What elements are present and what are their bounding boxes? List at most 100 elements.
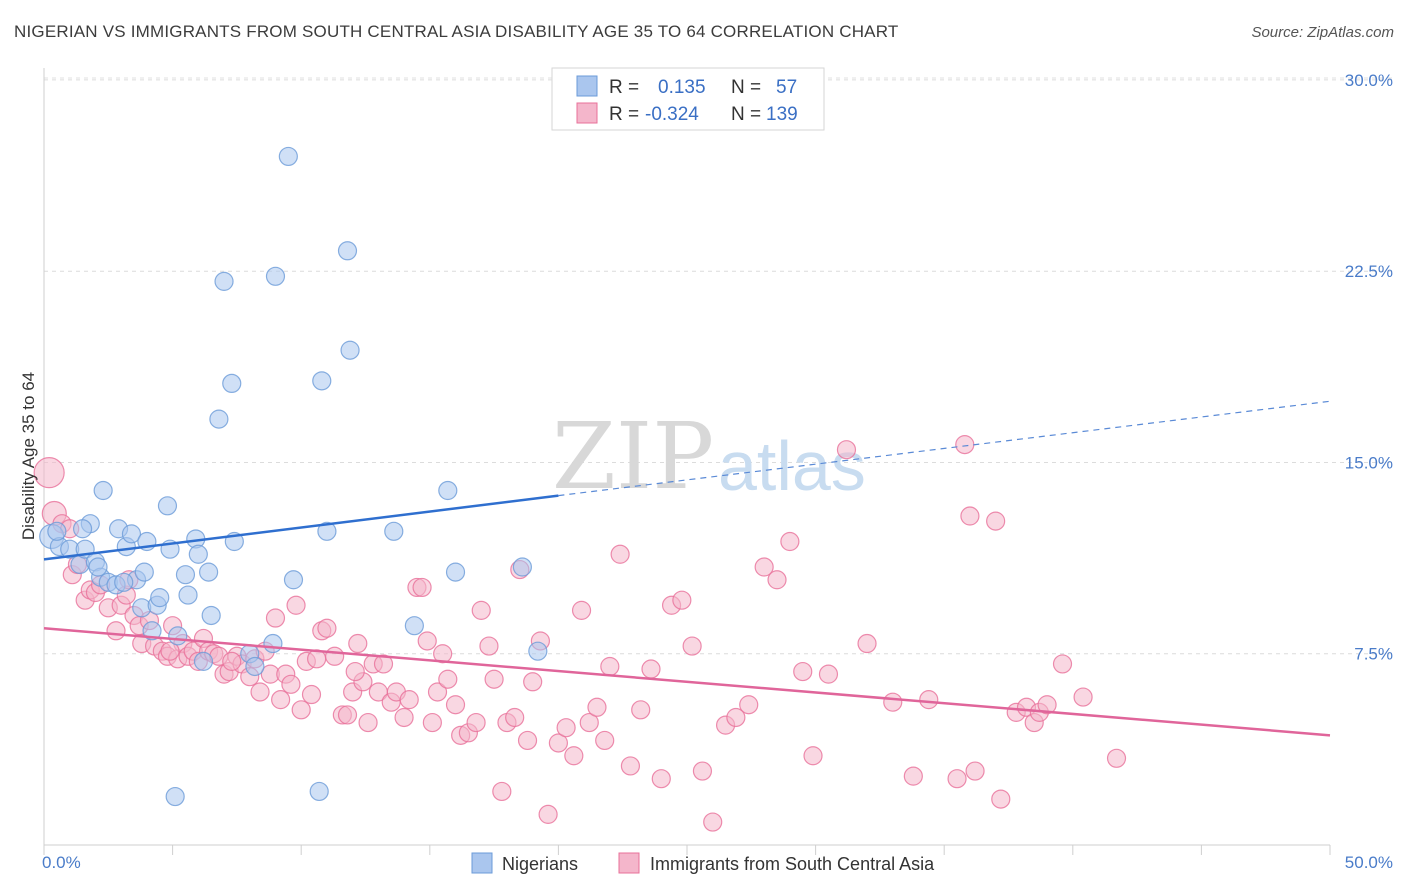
point-immigrants — [422, 712, 442, 733]
point-immigrants — [348, 633, 368, 654]
axes — [43, 68, 1331, 855]
point-immigrants — [399, 690, 419, 710]
point-immigrants — [955, 435, 975, 455]
point-immigrants — [564, 746, 584, 766]
point-immigrants — [412, 577, 432, 598]
legend-r-value-pink: -0.324 — [645, 104, 699, 125]
point-nigerians — [278, 146, 298, 167]
point-immigrants — [286, 595, 306, 615]
point-immigrants — [337, 705, 358, 725]
point-nigerians — [209, 409, 229, 429]
point-immigrants — [358, 712, 378, 733]
point-immigrants — [991, 789, 1011, 809]
point-immigrants — [548, 733, 569, 753]
point-immigrants — [754, 557, 774, 577]
point-nigerians — [178, 585, 198, 605]
point-nigerians — [312, 371, 332, 391]
point-immigrants — [739, 695, 759, 715]
point-immigrants — [947, 769, 967, 789]
bottom-legend-swatch-blue — [471, 852, 493, 874]
point-nigerians — [528, 641, 548, 661]
y-tick-label: 7.5% — [1354, 645, 1393, 664]
point-immigrants — [965, 761, 985, 781]
point-immigrants — [484, 669, 504, 689]
point-immigrants — [793, 661, 813, 682]
point-immigrants — [692, 761, 713, 781]
bottom-legend-swatch-pink — [618, 852, 640, 874]
point-immigrants — [265, 608, 286, 628]
point-immigrants — [620, 756, 641, 776]
point-immigrants — [986, 511, 1006, 531]
point-immigrants — [595, 730, 615, 751]
point-immigrants — [571, 600, 592, 620]
point-nigerians — [245, 656, 265, 677]
point-immigrants — [903, 766, 923, 786]
y-tick-label: 22.5% — [1345, 262, 1393, 281]
point-immigrants — [579, 712, 599, 733]
point-nigerians — [157, 496, 178, 516]
point-nigerians — [88, 557, 108, 577]
point-immigrants — [523, 672, 543, 692]
point-immigrants — [394, 707, 414, 728]
point-nigerians — [114, 572, 134, 592]
point-immigrants — [33, 457, 65, 489]
point-nigerians — [337, 241, 358, 261]
point-immigrants — [492, 781, 512, 802]
point-immigrants — [726, 707, 746, 728]
point-immigrants — [672, 590, 692, 610]
point-nigerians — [165, 786, 185, 807]
bottom-legend-label-immigrants: Immigrants from South Central Asia — [650, 854, 935, 874]
grid-lines — [44, 77, 1392, 655]
point-immigrants — [1073, 687, 1093, 707]
point-immigrants — [780, 531, 800, 552]
watermark-zip: ZIP — [552, 403, 714, 510]
point-immigrants — [325, 646, 345, 666]
stats-legend: R = 0.135 N = 57 R = -0.324 N = 139 — [551, 67, 825, 131]
point-immigrants — [160, 641, 180, 661]
point-immigrants — [803, 746, 823, 766]
trend-line-nigerians-extension — [558, 400, 1331, 497]
point-immigrants — [1106, 748, 1127, 768]
bottom-legend-label-nigerians: Nigerians — [502, 854, 578, 874]
series-legend: Nigerians Immigrants from South Central … — [471, 852, 935, 874]
point-nigerians — [168, 626, 188, 646]
point-immigrants — [445, 695, 466, 715]
point-immigrants — [836, 440, 857, 460]
point-immigrants — [466, 712, 486, 733]
point-nigerians — [201, 605, 221, 626]
point-nigerians — [340, 340, 360, 360]
watermark-atlas: atlas — [718, 427, 866, 505]
point-nigerians — [134, 562, 154, 582]
legend-r-label-blue: R = — [609, 77, 639, 98]
x-tick-label-max: 50.0% — [1345, 853, 1393, 872]
legend-r-value-blue: 0.135 — [658, 77, 706, 98]
trend-lines — [43, 400, 1331, 737]
point-nigerians — [263, 633, 283, 654]
point-nigerians — [404, 616, 424, 636]
point-nigerians — [193, 651, 214, 671]
point-nigerians — [72, 519, 93, 539]
point-immigrants — [250, 682, 270, 702]
point-immigrants — [682, 636, 702, 656]
y-tick-label: 15.0% — [1345, 453, 1393, 472]
point-immigrants — [919, 690, 939, 710]
point-immigrants — [517, 730, 538, 751]
point-nigerians — [47, 521, 67, 541]
point-nigerians — [445, 562, 466, 582]
legend-swatch-blue — [576, 75, 598, 97]
point-nigerians — [265, 266, 286, 286]
point-immigrants — [960, 506, 980, 526]
point-nigerians — [175, 565, 196, 585]
point-nigerians — [283, 570, 304, 590]
data-points — [33, 146, 1127, 832]
legend-n-label-pink: N = — [731, 104, 761, 125]
trend-line-immigrants — [43, 626, 1331, 737]
point-immigrants — [438, 669, 458, 689]
point-immigrants — [417, 631, 437, 651]
point-immigrants — [1052, 654, 1073, 674]
point-immigrants — [505, 707, 525, 728]
point-immigrants — [631, 700, 651, 720]
point-immigrants — [1037, 695, 1057, 715]
legend-n-value-blue: 57 — [776, 77, 797, 98]
